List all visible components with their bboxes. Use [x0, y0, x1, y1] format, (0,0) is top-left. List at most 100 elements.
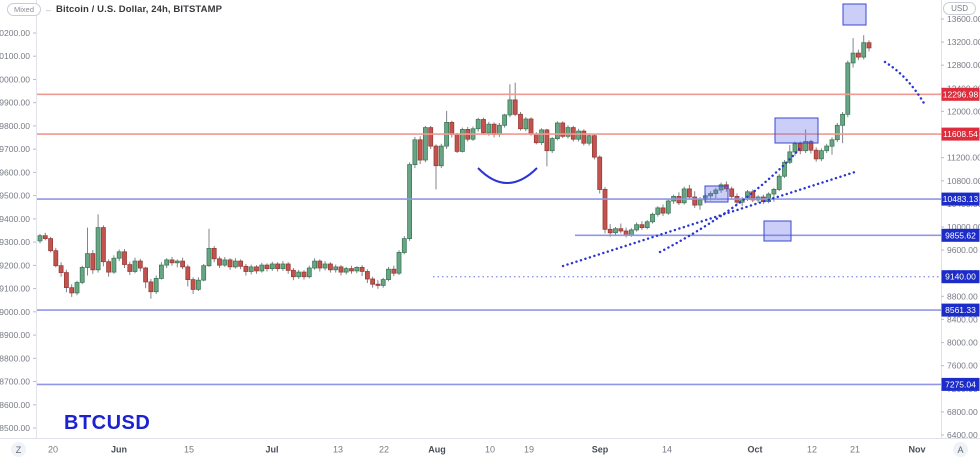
candle[interactable] — [592, 135, 597, 158]
candle[interactable] — [438, 145, 444, 167]
candle[interactable] — [623, 230, 629, 236]
candles-layer[interactable] — [37, 35, 872, 299]
candle[interactable] — [644, 221, 650, 229]
candle[interactable] — [190, 279, 196, 290]
candle[interactable] — [650, 213, 655, 223]
candle[interactable] — [834, 124, 840, 141]
candle[interactable] — [401, 238, 407, 253]
projection-arrow[interactable] — [883, 60, 927, 107]
candle[interactable] — [79, 266, 85, 283]
candle[interactable] — [486, 123, 492, 134]
candle[interactable] — [164, 259, 170, 266]
candle[interactable] — [417, 139, 423, 161]
candle[interactable] — [290, 269, 296, 278]
candle[interactable] — [349, 268, 354, 272]
candle[interactable] — [143, 267, 149, 283]
candle[interactable] — [655, 207, 661, 215]
candle[interactable] — [697, 199, 703, 206]
candle[interactable] — [629, 229, 634, 236]
candle[interactable] — [613, 228, 618, 234]
candle[interactable] — [512, 99, 518, 115]
candle[interactable] — [713, 189, 719, 194]
candle[interactable] — [238, 260, 244, 267]
candle[interactable] — [507, 99, 513, 116]
candle[interactable] — [132, 260, 138, 272]
candle[interactable] — [692, 196, 698, 206]
candle[interactable] — [74, 282, 80, 294]
candle[interactable] — [581, 130, 587, 144]
candle[interactable] — [312, 260, 318, 269]
auto-scale-button[interactable]: A — [953, 442, 968, 457]
candle[interactable] — [248, 266, 254, 272]
candle[interactable] — [327, 263, 333, 271]
candle[interactable] — [264, 264, 270, 270]
candle[interactable] — [428, 127, 434, 147]
candle[interactable] — [491, 123, 497, 135]
candle[interactable] — [148, 281, 154, 293]
candle[interactable] — [766, 193, 771, 203]
candle[interactable] — [787, 151, 793, 163]
candle[interactable] — [153, 277, 159, 293]
candle[interactable] — [111, 257, 117, 273]
candle[interactable] — [296, 271, 302, 278]
candle[interactable] — [829, 139, 835, 147]
candle[interactable] — [771, 188, 777, 195]
candle[interactable] — [90, 253, 96, 271]
candle[interactable] — [364, 271, 370, 280]
candle[interactable] — [565, 127, 571, 137]
candle[interactable] — [375, 283, 381, 286]
candle[interactable] — [158, 264, 164, 279]
candle[interactable] — [222, 259, 228, 266]
candle[interactable] — [560, 122, 566, 137]
candle[interactable] — [211, 247, 217, 260]
candle[interactable] — [850, 52, 856, 64]
arc-drawing[interactable] — [477, 167, 538, 184]
candle[interactable] — [454, 134, 460, 152]
candle[interactable] — [174, 260, 180, 264]
candle[interactable] — [449, 122, 455, 135]
candle[interactable] — [803, 141, 808, 152]
candle[interactable] — [195, 279, 201, 290]
dotted-trendline[interactable] — [561, 170, 857, 268]
candle[interactable] — [280, 263, 286, 269]
candle[interactable] — [634, 224, 639, 231]
candle[interactable] — [259, 264, 265, 272]
candle[interactable] — [607, 228, 613, 234]
drawing-rectangle[interactable] — [704, 185, 729, 203]
candle[interactable] — [819, 150, 824, 160]
candle[interactable] — [481, 119, 486, 134]
drawing-rectangle[interactable] — [842, 3, 867, 26]
candle[interactable] — [322, 263, 328, 269]
candle[interactable] — [206, 247, 212, 267]
candle[interactable] — [185, 266, 191, 280]
candle[interactable] — [354, 266, 360, 272]
candle[interactable] — [681, 188, 687, 204]
candle[interactable] — [58, 265, 64, 274]
candle[interactable] — [539, 129, 544, 143]
candle[interactable] — [217, 258, 222, 266]
currency-badge[interactable]: USD — [943, 2, 976, 15]
candle[interactable] — [475, 119, 481, 130]
candle[interactable] — [317, 260, 323, 269]
candle[interactable] — [856, 52, 861, 58]
candle[interactable] — [824, 145, 830, 152]
candle[interactable] — [660, 207, 666, 214]
candle[interactable] — [42, 235, 48, 239]
candle[interactable] — [518, 113, 523, 130]
candle[interactable] — [729, 188, 735, 197]
candle[interactable] — [180, 260, 186, 268]
symbol-title[interactable]: Bitcoin / U.S. Dollar, 24h, BITSTAMP — [56, 4, 223, 15]
candle[interactable] — [122, 251, 127, 265]
candle[interactable] — [459, 128, 465, 152]
dotted-trend-curve[interactable] — [658, 144, 804, 254]
candle[interactable] — [866, 42, 872, 49]
candle[interactable] — [782, 161, 787, 177]
candle[interactable] — [549, 138, 555, 152]
candle[interactable] — [106, 261, 111, 273]
price-scale-right[interactable]: 13600.0013200.0012800.0012400.0012000.00… — [941, 14, 980, 440]
candle[interactable] — [808, 141, 814, 151]
candle[interactable] — [391, 268, 397, 274]
candle[interactable] — [544, 129, 550, 152]
candle[interactable] — [254, 266, 259, 272]
